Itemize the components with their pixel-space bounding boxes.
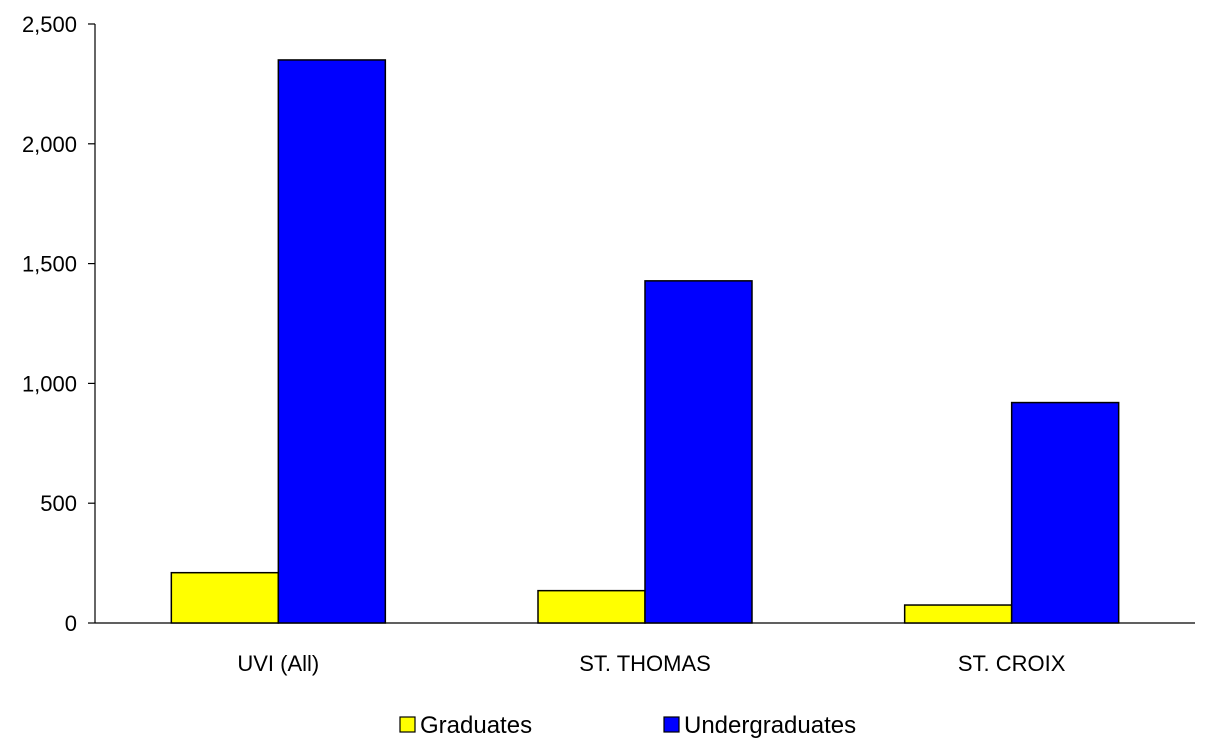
y-tick-label: 500 bbox=[40, 491, 77, 516]
y-tick-label: 2,000 bbox=[22, 132, 77, 157]
bar-graduates-0 bbox=[170, 571, 280, 624]
y-axis: 0 500 1,000 1,500 2,000 2,500 bbox=[22, 12, 96, 636]
x-tick-label: ST. THOMAS bbox=[579, 651, 711, 676]
bar-graduates-1 bbox=[537, 589, 646, 624]
bar-undergraduates-0 bbox=[277, 59, 387, 624]
bar-undergraduates-2 bbox=[1010, 401, 1120, 624]
y-tick-label: 2,500 bbox=[22, 12, 77, 37]
x-tick-label: ST. CROIX bbox=[958, 651, 1066, 676]
y-tick-label: 1,000 bbox=[22, 371, 77, 396]
bar-graduates-2 bbox=[903, 604, 1013, 624]
x-tick-label: UVI (All) bbox=[237, 651, 319, 676]
y-tick-label: 0 bbox=[65, 611, 77, 636]
legend-swatch-undergraduates bbox=[663, 716, 680, 733]
legend-label-undergraduates: Undergraduates bbox=[684, 712, 856, 739]
legend: Graduates Undergraduates bbox=[399, 712, 856, 739]
y-tick-label: 1,500 bbox=[22, 252, 77, 277]
x-axis: UVI (All) ST. THOMAS ST. CROIX bbox=[95, 622, 1195, 676]
legend-label-graduates: Graduates bbox=[420, 712, 532, 739]
legend-swatch-graduates bbox=[399, 716, 416, 733]
bars bbox=[170, 59, 1120, 624]
bar-undergraduates-1 bbox=[644, 280, 753, 624]
